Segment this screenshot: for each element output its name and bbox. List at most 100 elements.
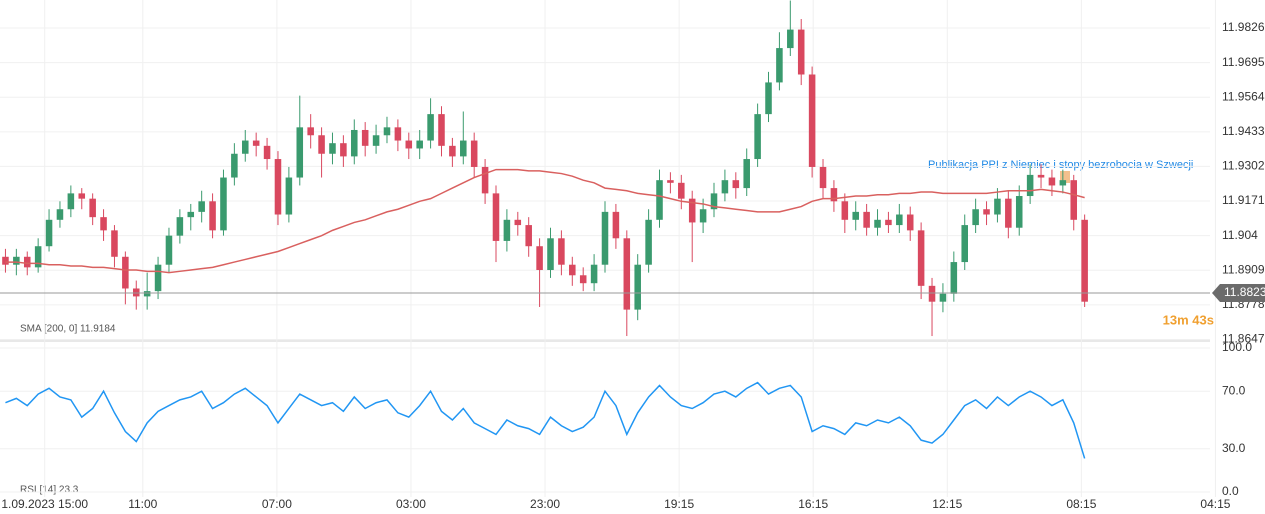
x-tick-label: 1.09.2023 15:00 — [1, 497, 88, 511]
candle-body — [721, 180, 729, 194]
candle-body — [394, 127, 402, 141]
candle-body — [983, 209, 990, 215]
candle-body — [863, 211, 870, 228]
candle-body — [1026, 174, 1034, 197]
y-tick-label: 11.9302 — [1222, 159, 1265, 173]
candle-body — [154, 264, 162, 292]
y-tick-label: 11.9826 — [1222, 20, 1265, 34]
candle-body — [1070, 180, 1078, 220]
candle-body — [438, 114, 445, 146]
y-tick-label: 11.9564 — [1222, 89, 1265, 103]
candle-body — [678, 182, 685, 199]
candle-body — [612, 211, 620, 239]
candle-body — [187, 211, 195, 218]
y-tick-label: 11.8647 — [1222, 332, 1265, 346]
candle-body — [819, 166, 827, 189]
candle-body — [939, 293, 947, 302]
countdown: 13m 43s — [1163, 312, 1214, 327]
candle-body — [536, 246, 543, 270]
candle-body — [329, 143, 336, 154]
candle-body — [896, 214, 903, 226]
candle-body — [416, 140, 423, 149]
y-tick-label: 11.9695 — [1222, 55, 1265, 69]
candle-body — [525, 225, 532, 247]
candle-body — [765, 82, 772, 115]
candle-body — [1005, 198, 1012, 228]
candle-body — [623, 238, 631, 310]
candle-body — [122, 256, 129, 289]
candle-body — [165, 235, 173, 265]
y-tick-label: 11.9433 — [1222, 124, 1265, 138]
candle-body — [296, 127, 304, 178]
rsi-line — [5, 381, 1086, 459]
candle-body — [634, 264, 641, 310]
candle-body — [994, 198, 1001, 215]
candle-body — [776, 48, 783, 83]
candle-body — [492, 193, 500, 241]
annotation: Publikacja PPI z Niemiec i stopy bezrobo… — [928, 159, 1193, 171]
candle-body — [34, 246, 42, 268]
candle-body — [1015, 196, 1023, 228]
candle-body — [1048, 177, 1056, 186]
candle-body — [351, 129, 358, 157]
candle-body — [645, 219, 652, 265]
candle-body — [579, 275, 587, 284]
candle-body — [242, 140, 249, 154]
candle-body — [449, 145, 456, 157]
candle-body — [688, 198, 696, 223]
candle-body — [601, 211, 609, 265]
last-price-tag — [1212, 283, 1265, 302]
y-tick-label: 11.904 — [1222, 228, 1258, 242]
candle-body — [100, 217, 107, 231]
candle-body — [732, 180, 740, 189]
y-tick-label: 0.0 — [1222, 484, 1239, 498]
candle-body — [23, 256, 31, 268]
candle-body — [569, 264, 576, 276]
y-tick-label: 30.0 — [1222, 441, 1246, 455]
x-tick-label: 16:15 — [798, 497, 828, 511]
annotation-marker — [1060, 171, 1070, 183]
candle-body — [132, 288, 140, 297]
candle-body — [361, 129, 369, 146]
y-tick-label: 100.0 — [1222, 340, 1252, 354]
candle-body — [830, 188, 838, 202]
candle-body — [2, 256, 9, 265]
candle-body — [263, 145, 271, 160]
candle-body — [318, 135, 325, 154]
candle-body — [285, 177, 293, 215]
candle-body — [699, 209, 707, 223]
x-tick-label: 08:15 — [1066, 497, 1096, 511]
candle-body — [787, 29, 794, 49]
candle-body — [928, 285, 936, 302]
candle-body — [961, 225, 968, 263]
candle-body — [427, 114, 434, 141]
candle-body — [78, 193, 86, 199]
candle-body — [558, 238, 565, 265]
sma-line — [5, 168, 1085, 274]
candle-body — [972, 209, 979, 226]
candle-body — [547, 238, 554, 270]
last-price-label: 11.8823 — [1224, 285, 1265, 299]
candle-body — [808, 74, 816, 167]
y-tick-label: 11.9171 — [1222, 193, 1265, 207]
candle-body — [754, 114, 761, 160]
candle-body — [590, 264, 598, 284]
rsi-legend: RSI [14] 23.3 — [20, 485, 79, 496]
candle-body — [950, 262, 958, 294]
candle-body — [231, 153, 238, 178]
y-tick-label: 11.8909 — [1222, 262, 1265, 276]
candle-body — [917, 230, 925, 286]
candle-body — [143, 291, 151, 297]
candle-body — [307, 127, 314, 136]
candle-body — [852, 211, 859, 220]
y-tick-label: 70.0 — [1222, 383, 1246, 397]
candle-body — [340, 143, 347, 157]
candle-body — [383, 127, 391, 136]
candle-body — [220, 177, 227, 231]
candle-body — [743, 159, 750, 189]
candle-body — [841, 201, 849, 220]
x-tick-label: 03:00 — [396, 497, 426, 511]
candle-body — [797, 29, 805, 75]
x-tick-label: 07:00 — [262, 497, 292, 511]
